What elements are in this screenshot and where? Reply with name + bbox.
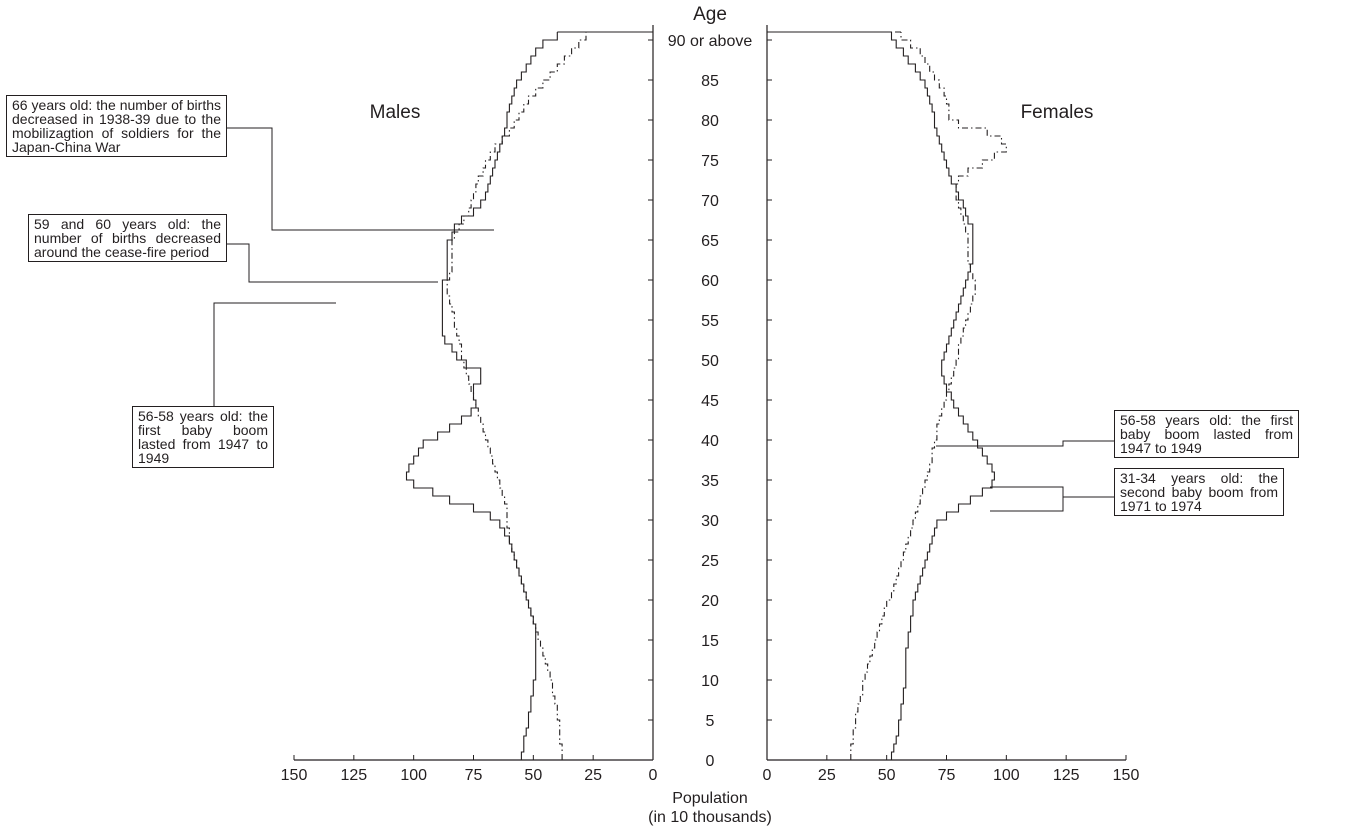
series-lines [405, 31, 1007, 760]
annotation-leader-line [936, 440, 1114, 447]
male-population-tick-label: 125 [340, 767, 367, 784]
males-label: Males [370, 102, 421, 123]
female-dashed-outline [850, 32, 1007, 760]
annotation-second-baby-boom: 31-34 years old: the second baby boom fr… [1114, 468, 1284, 516]
annotation-59-60-years: 59 and 60 years old: the number of birth… [28, 214, 227, 262]
male-population-tick-label: 50 [524, 767, 542, 784]
male-solid-outline [405, 32, 558, 760]
x-axis-label-line1: Population [672, 790, 748, 807]
annotation-leader-lines [213, 127, 1114, 512]
age-tick-label: 15 [701, 633, 719, 650]
annotation-leader-line [227, 127, 494, 231]
age-tick-label: 30 [701, 513, 719, 530]
females-label: Females [1021, 102, 1094, 123]
age-tick-label: 35 [701, 473, 719, 490]
age-tick-label: 80 [701, 113, 719, 130]
tick-marks [293, 39, 1127, 761]
annotation-leader-line [213, 302, 336, 406]
age-tick-label: 55 [701, 313, 719, 330]
male-population-tick-label: 75 [465, 767, 483, 784]
annotation-first-baby-boom-males: 56-58 years old: the first baby boom las… [132, 406, 274, 468]
male-population-tick-label: 150 [281, 767, 308, 784]
age-tick-label: 75 [701, 153, 719, 170]
population-tick-labels: 150 125 100 75 50 25 0 0 25 50 75 100 125 150 [281, 767, 1140, 784]
age-tick-label: 65 [701, 233, 719, 250]
female-solid-outline [890, 32, 995, 760]
male-population-tick-label: 25 [584, 767, 602, 784]
x-axis-label-line2: (in 10 thousands) [648, 809, 772, 826]
age-tick-labels: 0 5 10 15 20 25 30 35 40 45 50 55 60 65 70 75 80 85 90 or … [668, 33, 753, 770]
age-tick-label: 50 [701, 353, 719, 370]
age-tick-label: 45 [701, 393, 719, 410]
female-population-tick-label: 50 [878, 767, 896, 784]
age-tick-label: 90 or above [668, 33, 753, 50]
age-tick-label: 10 [701, 673, 719, 690]
female-population-tick-label: 25 [818, 767, 836, 784]
age-tick-label: 20 [701, 593, 719, 610]
female-population-tick-label: 150 [1113, 767, 1140, 784]
male-population-tick-label: 100 [400, 767, 427, 784]
annotation-66-years: 66 years old: the number of births decre… [6, 95, 227, 157]
female-population-tick-label: 125 [1053, 767, 1080, 784]
annotation-leader-line [990, 486, 1114, 512]
annotation-leader-line [227, 243, 438, 283]
female-population-tick-label: 75 [938, 767, 956, 784]
annotation-first-baby-boom-females: 56-58 years old: the first baby boom las… [1114, 410, 1299, 458]
age-tick-label: 5 [706, 713, 715, 730]
age-tick-label: 70 [701, 193, 719, 210]
age-tick-label: 85 [701, 73, 719, 90]
age-tick-label: 0 [706, 753, 715, 770]
age-tick-label: 40 [701, 433, 719, 450]
age-tick-label: 60 [701, 273, 719, 290]
male-dashed-outline [446, 32, 587, 760]
age-tick-label: 25 [701, 553, 719, 570]
y-axis-label: Age [693, 4, 727, 25]
female-population-tick-label: 100 [993, 767, 1020, 784]
female-population-tick-label: 0 [763, 767, 772, 784]
male-population-tick-label: 0 [649, 767, 658, 784]
